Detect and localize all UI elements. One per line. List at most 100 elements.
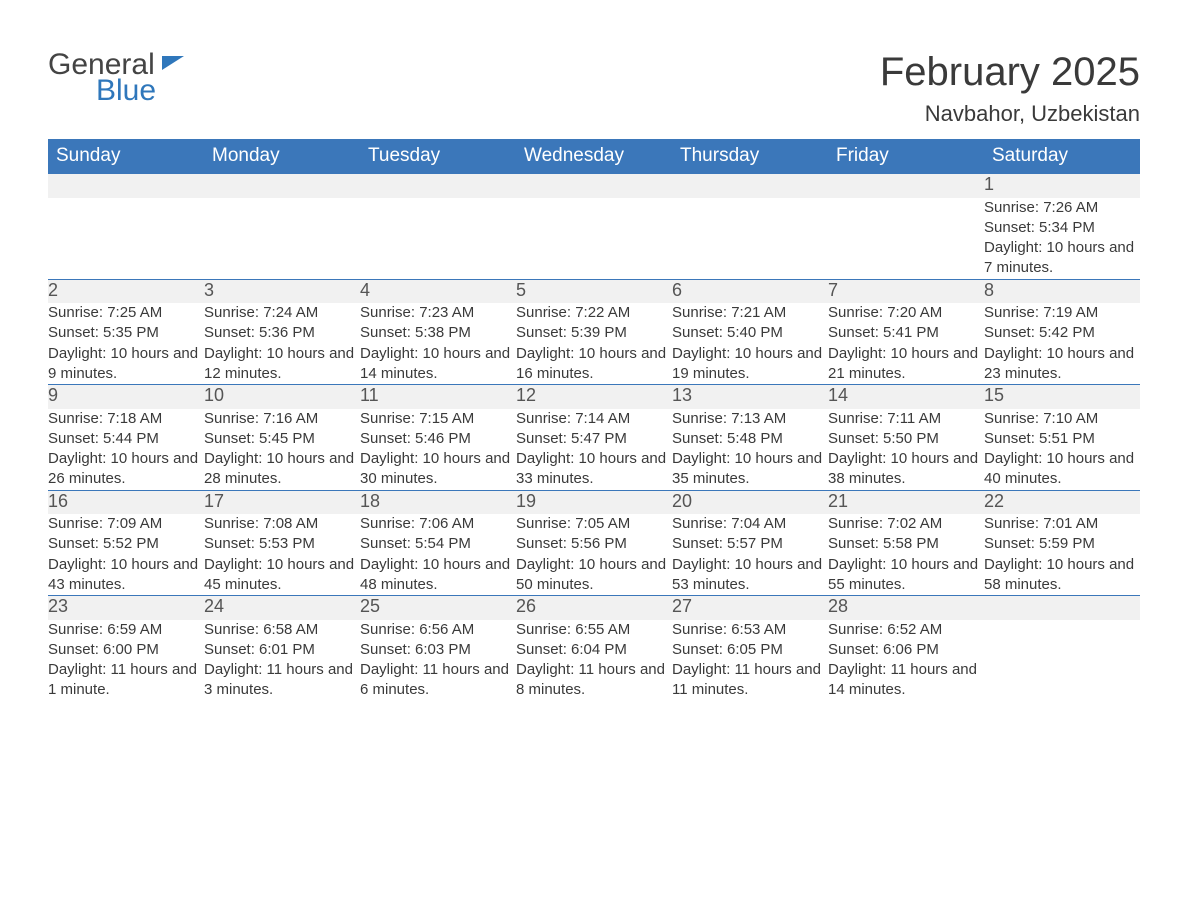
day-content-cell: Sunrise: 7:19 AMSunset: 5:42 PMDaylight:… bbox=[984, 303, 1140, 385]
day-content-cell: Sunrise: 6:55 AMSunset: 6:04 PMDaylight:… bbox=[516, 620, 672, 701]
sunrise-text: Sunrise: 6:55 AM bbox=[516, 620, 672, 640]
title-block: February 2025 Navbahor, Uzbekistan bbox=[880, 50, 1140, 127]
weekday-header: Thursday bbox=[672, 139, 828, 174]
daylight-text: Daylight: 10 hours and 16 minutes. bbox=[516, 344, 672, 385]
calendar-body: 1Sunrise: 7:26 AMSunset: 5:34 PMDaylight… bbox=[48, 174, 1140, 701]
daylight-text: Daylight: 10 hours and 48 minutes. bbox=[360, 555, 516, 596]
day-number-row: 9101112131415 bbox=[48, 385, 1140, 409]
daylight-text: Daylight: 10 hours and 21 minutes. bbox=[828, 344, 984, 385]
day-number-cell: 20 bbox=[672, 490, 828, 514]
day-number-cell: 23 bbox=[48, 596, 204, 620]
sunset-text: Sunset: 5:44 PM bbox=[48, 429, 204, 449]
day-content-row: Sunrise: 7:18 AMSunset: 5:44 PMDaylight:… bbox=[48, 409, 1140, 491]
day-number-cell: 26 bbox=[516, 596, 672, 620]
day-content-cell: Sunrise: 7:15 AMSunset: 5:46 PMDaylight:… bbox=[360, 409, 516, 491]
sunrise-text: Sunrise: 7:14 AM bbox=[516, 409, 672, 429]
sunset-text: Sunset: 5:56 PM bbox=[516, 534, 672, 554]
sunset-text: Sunset: 5:53 PM bbox=[204, 534, 360, 554]
sunrise-text: Sunrise: 7:20 AM bbox=[828, 303, 984, 323]
sunset-text: Sunset: 5:46 PM bbox=[360, 429, 516, 449]
day-number-row: 232425262728 bbox=[48, 596, 1140, 620]
sunset-text: Sunset: 5:52 PM bbox=[48, 534, 204, 554]
daylight-text: Daylight: 10 hours and 33 minutes. bbox=[516, 449, 672, 490]
day-number-cell: 13 bbox=[672, 385, 828, 409]
daylight-text: Daylight: 10 hours and 38 minutes. bbox=[828, 449, 984, 490]
day-number-cell: 25 bbox=[360, 596, 516, 620]
month-title: February 2025 bbox=[880, 50, 1140, 95]
sunset-text: Sunset: 6:06 PM bbox=[828, 640, 984, 660]
weekday-header: Saturday bbox=[984, 139, 1140, 174]
day-content-cell bbox=[672, 198, 828, 280]
sunset-text: Sunset: 6:04 PM bbox=[516, 640, 672, 660]
day-content-cell bbox=[828, 198, 984, 280]
sunrise-text: Sunrise: 7:19 AM bbox=[984, 303, 1140, 323]
header: General Blue February 2025 Navbahor, Uzb… bbox=[48, 50, 1140, 127]
sunrise-text: Sunrise: 7:18 AM bbox=[48, 409, 204, 429]
sunrise-text: Sunrise: 7:04 AM bbox=[672, 514, 828, 534]
day-content-cell: Sunrise: 7:21 AMSunset: 5:40 PMDaylight:… bbox=[672, 303, 828, 385]
weekday-header: Monday bbox=[204, 139, 360, 174]
day-content-cell: Sunrise: 7:22 AMSunset: 5:39 PMDaylight:… bbox=[516, 303, 672, 385]
sunset-text: Sunset: 5:40 PM bbox=[672, 323, 828, 343]
sunset-text: Sunset: 6:01 PM bbox=[204, 640, 360, 660]
day-number-cell: 6 bbox=[672, 279, 828, 303]
daylight-text: Daylight: 11 hours and 3 minutes. bbox=[204, 660, 360, 701]
day-content-cell: Sunrise: 7:16 AMSunset: 5:45 PMDaylight:… bbox=[204, 409, 360, 491]
daylight-text: Daylight: 10 hours and 9 minutes. bbox=[48, 344, 204, 385]
sunset-text: Sunset: 5:38 PM bbox=[360, 323, 516, 343]
daylight-text: Daylight: 11 hours and 14 minutes. bbox=[828, 660, 984, 701]
sunset-text: Sunset: 5:35 PM bbox=[48, 323, 204, 343]
day-number-cell: 18 bbox=[360, 490, 516, 514]
day-content-cell: Sunrise: 7:14 AMSunset: 5:47 PMDaylight:… bbox=[516, 409, 672, 491]
day-number-cell: 11 bbox=[360, 385, 516, 409]
day-number-cell bbox=[360, 174, 516, 198]
sunrise-text: Sunrise: 6:59 AM bbox=[48, 620, 204, 640]
sunrise-text: Sunrise: 7:13 AM bbox=[672, 409, 828, 429]
daylight-text: Daylight: 10 hours and 40 minutes. bbox=[984, 449, 1140, 490]
day-number-cell: 14 bbox=[828, 385, 984, 409]
day-number-cell: 22 bbox=[984, 490, 1140, 514]
day-content-cell: Sunrise: 7:09 AMSunset: 5:52 PMDaylight:… bbox=[48, 514, 204, 596]
sunrise-text: Sunrise: 6:58 AM bbox=[204, 620, 360, 640]
day-content-cell bbox=[984, 620, 1140, 701]
day-content-cell: Sunrise: 7:10 AMSunset: 5:51 PMDaylight:… bbox=[984, 409, 1140, 491]
sunset-text: Sunset: 5:51 PM bbox=[984, 429, 1140, 449]
day-content-cell: Sunrise: 7:20 AMSunset: 5:41 PMDaylight:… bbox=[828, 303, 984, 385]
day-content-cell: Sunrise: 7:24 AMSunset: 5:36 PMDaylight:… bbox=[204, 303, 360, 385]
sunrise-text: Sunrise: 6:56 AM bbox=[360, 620, 516, 640]
day-content-cell bbox=[48, 198, 204, 280]
sunset-text: Sunset: 5:42 PM bbox=[984, 323, 1140, 343]
daylight-text: Daylight: 11 hours and 8 minutes. bbox=[516, 660, 672, 701]
daylight-text: Daylight: 10 hours and 28 minutes. bbox=[204, 449, 360, 490]
day-number-cell: 1 bbox=[984, 174, 1140, 198]
sunrise-text: Sunrise: 6:53 AM bbox=[672, 620, 828, 640]
daylight-text: Daylight: 10 hours and 45 minutes. bbox=[204, 555, 360, 596]
day-content-cell: Sunrise: 7:26 AMSunset: 5:34 PMDaylight:… bbox=[984, 198, 1140, 280]
sunset-text: Sunset: 5:50 PM bbox=[828, 429, 984, 449]
day-content-cell: Sunrise: 7:05 AMSunset: 5:56 PMDaylight:… bbox=[516, 514, 672, 596]
daylight-text: Daylight: 10 hours and 50 minutes. bbox=[516, 555, 672, 596]
sunrise-text: Sunrise: 7:21 AM bbox=[672, 303, 828, 323]
weekday-header: Tuesday bbox=[360, 139, 516, 174]
sunrise-text: Sunrise: 7:01 AM bbox=[984, 514, 1140, 534]
weekday-header: Wednesday bbox=[516, 139, 672, 174]
day-number-cell: 24 bbox=[204, 596, 360, 620]
day-number-cell bbox=[984, 596, 1140, 620]
sunset-text: Sunset: 6:05 PM bbox=[672, 640, 828, 660]
day-content-row: Sunrise: 6:59 AMSunset: 6:00 PMDaylight:… bbox=[48, 620, 1140, 701]
daylight-text: Daylight: 10 hours and 14 minutes. bbox=[360, 344, 516, 385]
day-number-cell: 21 bbox=[828, 490, 984, 514]
logo: General Blue bbox=[48, 50, 184, 106]
sunset-text: Sunset: 5:47 PM bbox=[516, 429, 672, 449]
sunrise-text: Sunrise: 7:11 AM bbox=[828, 409, 984, 429]
day-number-cell: 19 bbox=[516, 490, 672, 514]
day-content-cell: Sunrise: 7:06 AMSunset: 5:54 PMDaylight:… bbox=[360, 514, 516, 596]
day-number-cell: 16 bbox=[48, 490, 204, 514]
day-content-row: Sunrise: 7:26 AMSunset: 5:34 PMDaylight:… bbox=[48, 198, 1140, 280]
sunrise-text: Sunrise: 7:02 AM bbox=[828, 514, 984, 534]
sunrise-text: Sunrise: 7:06 AM bbox=[360, 514, 516, 534]
day-content-cell: Sunrise: 6:53 AMSunset: 6:05 PMDaylight:… bbox=[672, 620, 828, 701]
day-content-row: Sunrise: 7:25 AMSunset: 5:35 PMDaylight:… bbox=[48, 303, 1140, 385]
sunset-text: Sunset: 5:34 PM bbox=[984, 218, 1140, 238]
day-number-row: 2345678 bbox=[48, 279, 1140, 303]
